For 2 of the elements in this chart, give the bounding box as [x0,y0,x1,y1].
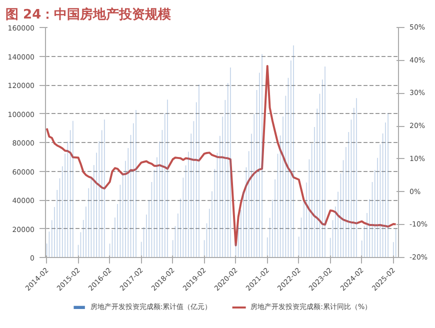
chart-title: 图 24：中国房地产投资规模 [6,6,172,22]
line-series [46,64,397,246]
